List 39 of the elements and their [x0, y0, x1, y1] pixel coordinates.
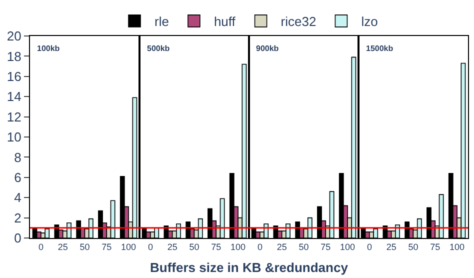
y-tick-label: 16 [6, 68, 22, 84]
x-tick-label: 75 [430, 242, 440, 252]
annotation: 900kb [256, 44, 279, 53]
y-tick-label: 18 [6, 48, 22, 64]
annotation: 1500kb [366, 44, 394, 53]
x-tick-label: 0 [148, 242, 153, 252]
x-tick-label: 0 [366, 242, 372, 252]
legend-label: lzo [361, 14, 378, 30]
x-tick-label: 75 [102, 242, 112, 252]
x-tick-label: 0 [38, 242, 44, 252]
x-tick-label: 100 [340, 242, 356, 252]
annotation: 500kb [147, 44, 170, 53]
x-tick-label: 25 [276, 242, 287, 252]
x-tick-label: 25 [167, 242, 178, 252]
x-tick-label: 50 [80, 242, 90, 252]
y-tick-label: 10 [6, 130, 22, 145]
legend-label: rle [154, 14, 169, 30]
x-tick-label: 25 [58, 242, 68, 252]
x-tick-label: 100 [230, 242, 246, 252]
x-tick-label: 0 [257, 242, 262, 252]
legend-label: huff [214, 14, 236, 30]
legend-label: rice32 [280, 14, 316, 30]
x-tick-label: 50 [408, 242, 418, 252]
y-tick-label: 6 [14, 170, 22, 185]
x-tick-label: 50 [189, 242, 200, 252]
y-tick-label: 14 [6, 89, 22, 104]
y-tick-label: 8 [14, 150, 22, 165]
y-tick-label: 12 [6, 109, 22, 124]
x-tick-label: 100 [450, 242, 465, 252]
x-tick-label: 75 [320, 242, 331, 252]
y-tick-label: 4 [14, 190, 22, 206]
annotation: 100kb [37, 44, 60, 53]
x-axis-title: Buffers size in KB &redundancy [150, 260, 349, 275]
y-tick-label: 20 [6, 28, 22, 44]
x-tick-label: 75 [211, 242, 222, 252]
x-tick-label: 25 [386, 242, 396, 252]
x-tick-label: 50 [298, 242, 309, 252]
x-tick-label: 100 [121, 242, 136, 252]
y-tick-label: 2 [14, 210, 22, 226]
